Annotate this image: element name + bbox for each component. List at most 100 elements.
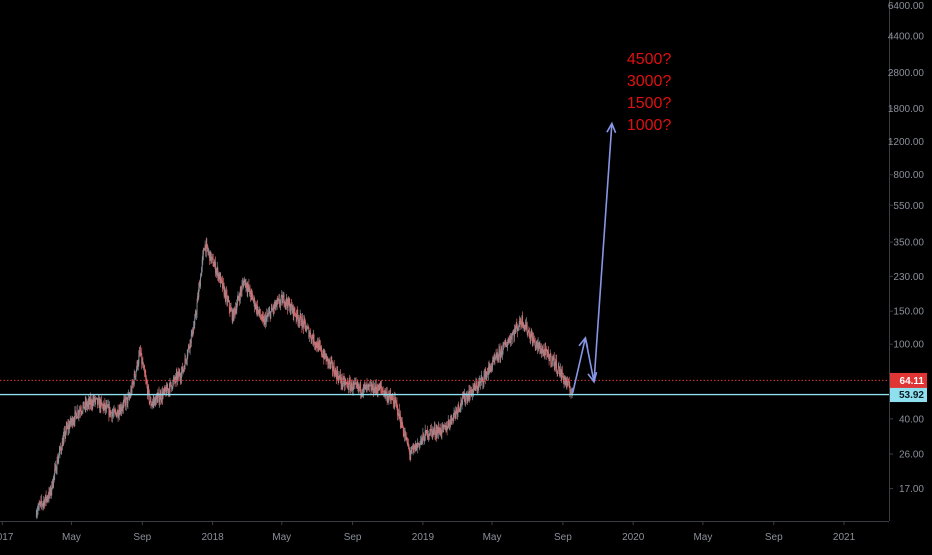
- candle-body: [483, 375, 485, 383]
- candle-body: [374, 387, 375, 393]
- candle-body: [304, 320, 306, 322]
- candle-body: [495, 358, 496, 359]
- candle-body: [87, 402, 89, 405]
- candle-body: [75, 410, 77, 414]
- candle-body: [188, 345, 190, 348]
- candle-body: [132, 381, 134, 385]
- candle-body: [113, 409, 115, 413]
- price-tick-label: 800.00: [893, 170, 924, 181]
- candle-body: [504, 342, 506, 346]
- candle-body: [554, 362, 556, 367]
- time-tick-label: 2019: [412, 532, 435, 543]
- candle-body: [234, 309, 236, 314]
- candle-body: [85, 402, 87, 407]
- candle-body: [486, 372, 488, 374]
- candle-body: [45, 494, 46, 500]
- candle-body: [105, 405, 107, 409]
- candle-body: [465, 399, 466, 403]
- candle-body: [202, 254, 204, 261]
- candle-body: [340, 375, 341, 381]
- candle-body: [118, 415, 120, 417]
- candle-body: [313, 334, 315, 344]
- candle-body: [156, 397, 158, 403]
- candle-body: [125, 398, 127, 406]
- candle-body: [100, 400, 102, 403]
- candle-body: [238, 298, 240, 299]
- candle-body: [541, 348, 543, 353]
- candle-body: [554, 362, 556, 366]
- candle-body: [143, 366, 145, 368]
- time-tick-label: Sep: [765, 532, 783, 543]
- candle-body: [151, 405, 152, 406]
- candle-body: [249, 287, 250, 291]
- candle-body: [48, 491, 50, 499]
- candle-body: [66, 425, 68, 428]
- candle-body: [332, 370, 334, 371]
- price-tick-label: 6400.00: [888, 1, 925, 12]
- candle-body: [327, 359, 329, 364]
- candle-body: [270, 307, 272, 312]
- candle-body: [537, 342, 538, 349]
- candle-body: [366, 384, 368, 387]
- candle-body: [503, 342, 505, 344]
- candle-body: [248, 285, 250, 291]
- candle-body: [176, 373, 178, 381]
- candle-body: [293, 308, 295, 316]
- candle-body: [297, 315, 299, 322]
- candle-body: [352, 383, 354, 390]
- candle-body: [493, 357, 495, 362]
- candle-body: [254, 307, 256, 308]
- candle-body: [44, 499, 46, 506]
- candle-body: [91, 400, 93, 406]
- candle-body: [512, 332, 514, 334]
- candle-body: [512, 333, 514, 335]
- candle-body: [477, 387, 479, 389]
- candle-body: [307, 327, 309, 329]
- candle-body: [40, 500, 42, 503]
- candle-body: [231, 310, 233, 321]
- candle-body: [67, 425, 69, 430]
- candle-body: [437, 429, 439, 433]
- candle-body: [94, 397, 95, 402]
- candle-body: [404, 433, 406, 435]
- candle-body: [474, 384, 476, 388]
- candle-body: [242, 283, 244, 285]
- candle-body: [93, 397, 95, 402]
- candle-body: [280, 296, 282, 301]
- candle-body: [36, 512, 38, 516]
- candle-body: [78, 412, 80, 415]
- candle-body: [204, 248, 205, 251]
- candle-body: [443, 425, 445, 428]
- annotations-layer: 4500? 3000? 1500? 1000?: [627, 51, 672, 134]
- candle-body: [405, 437, 407, 440]
- candle-body: [62, 441, 64, 446]
- candle-body: [186, 359, 188, 362]
- candle-body: [410, 448, 412, 454]
- candle-body: [402, 426, 404, 429]
- candle-body: [90, 400, 92, 405]
- candle-body: [352, 389, 354, 391]
- candle-body: [482, 382, 484, 384]
- candle-body: [292, 305, 294, 316]
- candle-body: [555, 360, 557, 366]
- candle-body: [283, 295, 285, 304]
- candle-body: [569, 390, 571, 395]
- candle-body: [208, 251, 210, 253]
- candle-body: [212, 257, 214, 267]
- candle-body: [181, 367, 183, 372]
- candle-body: [55, 465, 57, 473]
- candle-body: [529, 331, 530, 338]
- candle-body: [154, 399, 156, 406]
- candle-body: [250, 293, 252, 298]
- candle-body: [544, 348, 546, 357]
- candle-body: [414, 443, 416, 451]
- candle-body: [162, 392, 163, 399]
- candle-body: [333, 366, 335, 371]
- candle-body: [193, 327, 195, 333]
- candle-body: [302, 319, 304, 323]
- candle-body: [39, 504, 41, 506]
- candle-body: [217, 274, 219, 278]
- candle-body: [464, 393, 466, 403]
- candle-body: [426, 430, 428, 434]
- candle-body: [56, 459, 58, 471]
